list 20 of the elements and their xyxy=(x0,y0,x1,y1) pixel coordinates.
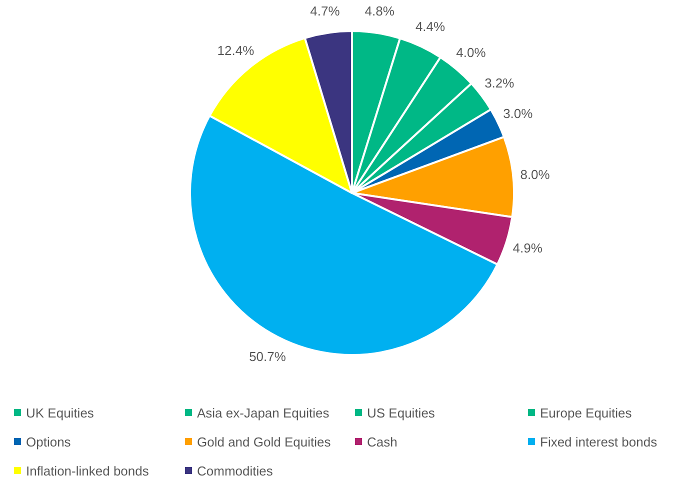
data-label: 4.8% xyxy=(364,4,395,19)
legend-label: Options xyxy=(26,434,72,450)
data-label: 50.7% xyxy=(249,349,286,364)
data-label: 3.0% xyxy=(503,106,534,121)
legend-label: Asia ex-Japan Equities xyxy=(197,406,330,421)
legend-label: Inflation-linked bonds xyxy=(26,464,150,479)
data-label: 12.4% xyxy=(217,42,255,58)
legend-label: Cash xyxy=(367,434,398,450)
legend-label: Gold and Gold Equities xyxy=(197,434,332,450)
legend-label: UK Equities xyxy=(26,406,94,421)
data-label: 4.4% xyxy=(415,19,446,34)
legend-label: Fixed interest bonds xyxy=(540,434,658,450)
legend-label: Europe Equities xyxy=(540,406,632,421)
legend-label: US Equities xyxy=(367,406,436,421)
data-label: 4.0% xyxy=(456,45,486,60)
data-label: 4.9% xyxy=(512,240,543,256)
data-label: 8.0% xyxy=(520,166,550,182)
data-label: 3.2% xyxy=(484,75,515,90)
legend-label: Commodities xyxy=(197,464,274,479)
data-label: 4.7% xyxy=(310,4,340,19)
